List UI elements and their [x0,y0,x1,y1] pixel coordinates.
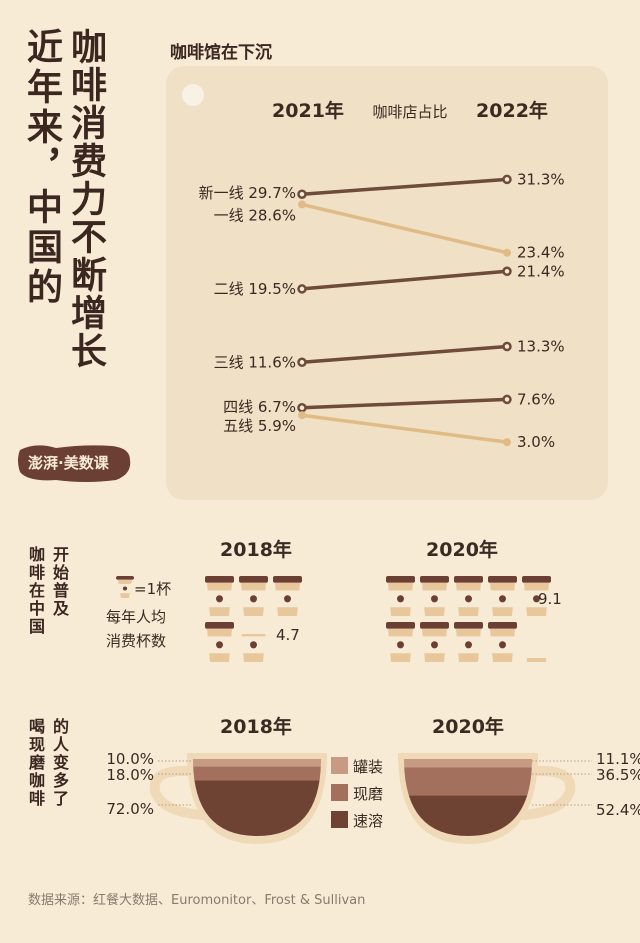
section3-title-a: 喝现磨咖啡 [26,718,45,808]
mug-label-0-0: 10.0% [106,750,154,768]
section2-title-b: 开始普及 [50,546,69,618]
series-label-left-3: 三线 11.6% [214,353,296,371]
cup-1-0 [386,576,415,616]
cup-0-1 [239,576,268,616]
mug-label-0-2: 72.0% [106,800,154,818]
mug-year-0: 2018年 [220,715,292,738]
series-point-3-1 [502,341,512,352]
mug-handle-1 [519,765,576,820]
mug-handle-0 [149,765,206,820]
series-point-5-0 [298,411,306,420]
section1-subtitle: 咖啡馆在下沉 [170,43,272,63]
cup-1-5 [386,622,415,662]
cup-legend-text: =1杯 [134,580,171,598]
mug-label-1-0: 11.1% [596,750,640,768]
chart-header-label: 咖啡店占比 [372,103,447,121]
cup-legend-icon [116,576,134,598]
mug-label-1-2: 52.4% [596,801,640,819]
mug-layer-1-2 [404,795,532,836]
mug-label-0-1: 18.0% [106,766,154,784]
mug-layer-0-0 [193,759,321,768]
mug-legend-swatch-2 [331,811,348,828]
series-point-4-1 [502,394,512,405]
cups-year-1: 2020年 [426,538,498,561]
mug-0: 10.0%18.0% 72.0% [106,750,327,844]
series-line-3 [301,344,508,365]
main-title-right: 咖啡消费力不断增长 [65,28,106,370]
mug-1: 11.1%36.5% 52.4% [398,750,640,844]
mug-layer-1-0 [404,759,532,769]
series-point-1-1 [503,248,511,257]
cups-value-0: 4.7 [276,626,300,644]
cups-year-0: 2018年 [220,538,292,561]
series-line-4 [301,397,508,410]
mug-legend-swatch-0 [331,757,348,774]
series-line-2 [301,269,508,291]
mug-year-1: 2020年 [432,715,504,738]
cup-1-3 [488,576,517,616]
logo-text: 澎湃·美数课 [28,454,110,472]
year-left-label: 2021年 [272,99,344,122]
year-right-label: 2022年 [476,99,548,122]
series-point-0-0 [297,189,307,199]
series-line-0 [301,177,508,196]
series-label-right-4: 7.6% [517,390,555,408]
series-point-0-1 [502,174,512,185]
cup-0-3 [205,622,234,662]
cup-1-2 [454,576,483,616]
cup-1-8 [488,622,517,662]
cup-1-4 [522,576,551,616]
series-point-2-1 [502,266,512,277]
mug-legend-swatch-1 [331,784,348,801]
series-point-3-0 [297,357,307,368]
series-label-right-0: 31.3% [517,170,565,188]
mug-layer-1-1 [404,767,532,797]
series-point-1-0 [298,200,306,209]
publisher-logo: 澎湃·美数课 [16,440,134,486]
mug-legend-label-0: 罐装 [353,758,383,776]
cup-ylabel-line2: 消费杯数 [106,632,166,650]
mug-label-1-1: 36.5% [596,766,640,784]
series-point-2-0 [297,284,307,294]
section3-title-b: 的人变多了 [50,718,69,808]
cup-0-4 [241,634,266,662]
cup-0-2 [273,576,302,616]
series-line-5 [301,413,508,444]
source-note: 数据来源：红餐大数据、Euromonitor、Frost & Sullivan [28,893,366,908]
cup-1-9 [526,658,547,662]
cup-ylabel-line1: 每年人均 [106,608,166,626]
mug-legend-label-2: 速溶 [353,812,383,830]
series-label-right-2: 21.4% [517,262,565,280]
cup-1-7 [454,622,483,662]
series-label-left-4: 四线 6.7% [223,398,296,416]
series-line-1 [301,202,508,255]
cup-1-6 [420,622,449,662]
cup-0-0 [205,576,234,616]
series-label-right-1: 23.4% [517,244,565,262]
mug-legend-label-1: 现磨 [353,785,383,803]
main-title-left: 近年来，中国的 [21,28,62,308]
series-label-left-2: 二线 19.5% [214,280,296,298]
section2-title-a: 咖啡在中国 [26,546,45,636]
series-label-left-5: 五线 5.9% [223,417,296,435]
series-label-left-1: 一线 28.6% [214,206,296,224]
series-label-left-0: 新一线 29.7% [199,184,296,202]
series-point-5-1 [503,438,511,447]
panel-decoration [182,84,204,106]
mug-layer-0-1 [193,766,321,782]
cup-1-1 [420,576,449,616]
series-label-right-3: 13.3% [517,338,565,356]
series-label-right-5: 3.0% [517,433,555,451]
cups-value-1: 9.1 [538,590,562,608]
